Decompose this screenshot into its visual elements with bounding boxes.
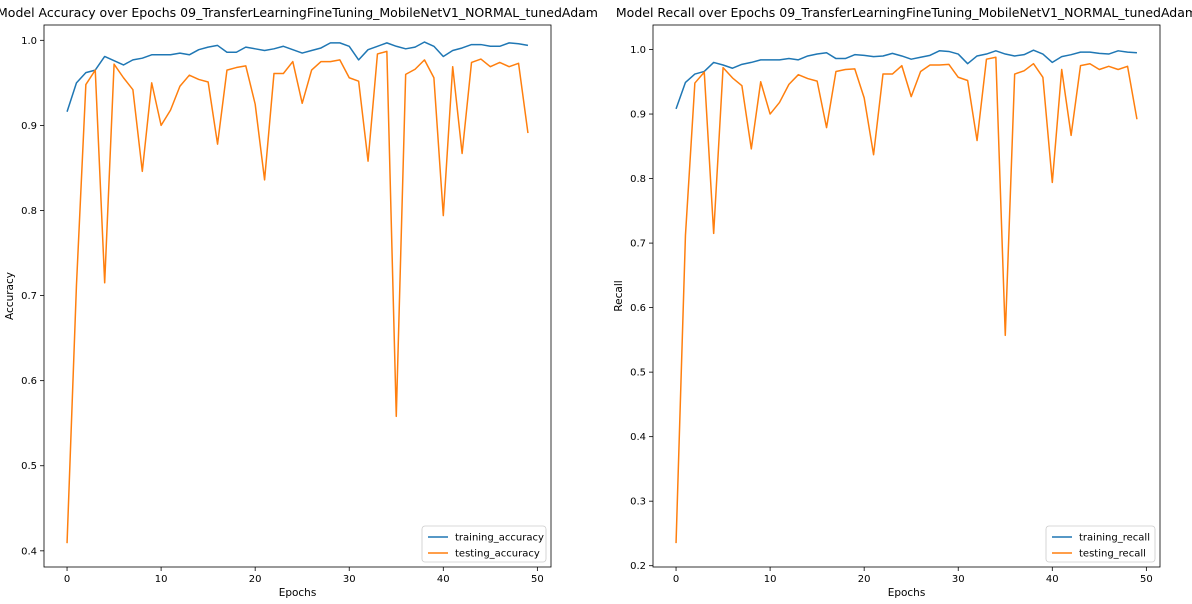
recall-legend: training_recall testing_recall: [1045, 525, 1156, 563]
x-tick-label: 20: [858, 574, 871, 585]
accuracy-chart-title: Model Accuracy over Epochs 09_TransferLe…: [0, 5, 598, 20]
x-tick-label: 0: [673, 574, 679, 585]
x-tick-label: 10: [764, 574, 777, 585]
accuracy-x-axis-label: Epochs: [279, 587, 317, 599]
x-tick-label: 10: [155, 574, 168, 585]
legend-label-testing_accuracy: testing_accuracy: [455, 549, 540, 560]
y-tick-label: 0.8: [21, 206, 37, 217]
y-tick-label: 0.6: [21, 376, 37, 387]
series-line-testing_accuracy: [66, 50, 529, 544]
recall-y-axis-label: Recall: [613, 280, 625, 311]
x-tick-label: 50: [1140, 574, 1153, 585]
y-tick-label: 0.4: [21, 546, 37, 557]
x-tick-label: 0: [64, 574, 70, 585]
y-tick-label: 0.9: [21, 121, 37, 132]
series-line-testing_recall: [675, 56, 1138, 544]
x-tick-label: 40: [437, 574, 450, 585]
accuracy-legend: training_accuracy testing_accuracy: [421, 525, 547, 563]
x-tick-label: 30: [343, 574, 356, 585]
legend-label-training_accuracy: training_accuracy: [455, 533, 544, 544]
y-tick-label: 0.2: [630, 561, 646, 572]
y-tick-label: 1.0: [630, 45, 646, 56]
series-line-training_recall: [675, 49, 1138, 110]
y-tick-label: 0.6: [630, 303, 646, 314]
x-tick-label: 50: [531, 574, 544, 585]
y-tick-label: 0.9: [630, 110, 646, 121]
recall-chart-title: Model Recall over Epochs 09_TransferLear…: [616, 5, 1192, 20]
y-tick-label: 1.0: [21, 36, 37, 47]
x-tick-label: 30: [952, 574, 965, 585]
y-tick-label: 0.7: [21, 291, 37, 302]
y-tick-label: 0.4: [630, 432, 646, 443]
recall-x-axis-label: Epochs: [888, 587, 926, 599]
y-tick-label: 0.5: [630, 368, 646, 379]
legend-box: [1045, 525, 1156, 563]
accuracy-y-axis-label: Accuracy: [4, 272, 16, 320]
x-tick-label: 20: [249, 574, 262, 585]
series-line-training_accuracy: [66, 41, 529, 113]
legend-label-training_recall: training_recall: [1079, 533, 1150, 544]
legend-box: [421, 525, 547, 563]
y-tick-label: 0.7: [630, 239, 646, 250]
accuracy-plot-frame: [43, 24, 552, 568]
legend-label-testing_recall: testing_recall: [1079, 549, 1146, 560]
y-tick-label: 0.3: [630, 497, 646, 508]
recall-plot-frame: [652, 24, 1161, 568]
y-tick-label: 0.5: [21, 461, 37, 472]
y-tick-label: 0.8: [630, 174, 646, 185]
recall-chart: Model Recall over Epochs 09_TransferLear…: [613, 5, 1192, 599]
accuracy-chart: Model Accuracy over Epochs 09_TransferLe…: [0, 5, 598, 599]
x-tick-label: 40: [1046, 574, 1059, 585]
